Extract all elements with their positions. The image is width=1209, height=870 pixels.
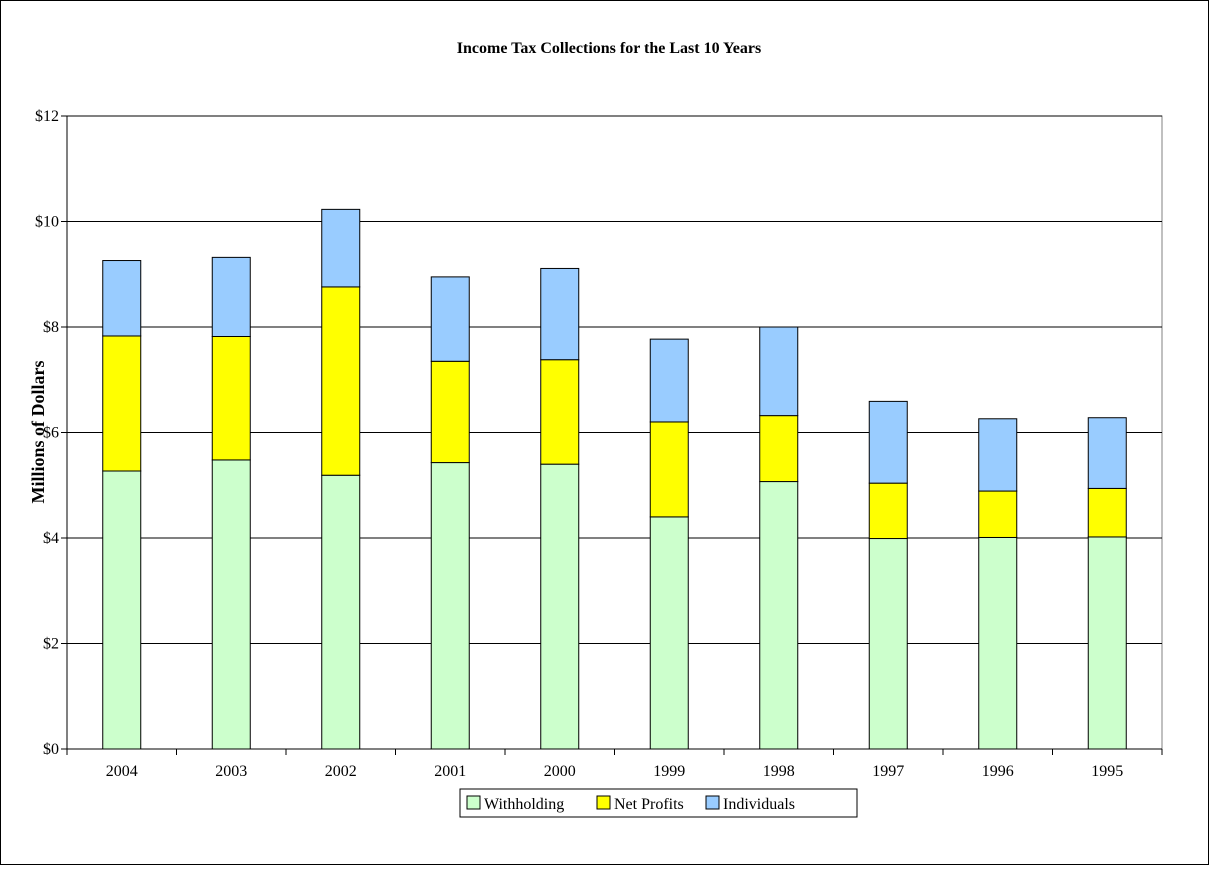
bar-segment-net-profits bbox=[211, 335, 251, 461]
y-tick-label: $4 bbox=[43, 530, 59, 547]
bar-segment-withholding bbox=[649, 516, 689, 750]
y-axis-label: Millions of Dollars bbox=[28, 361, 48, 504]
bar-segment-individuals bbox=[1087, 417, 1127, 489]
legend-box bbox=[459, 788, 858, 818]
legend-swatch-individuals bbox=[705, 795, 720, 810]
legend-label: Net Profits bbox=[614, 796, 684, 813]
x-tick-label: 2001 bbox=[434, 763, 466, 780]
x-tick-label: 2000 bbox=[544, 763, 576, 780]
bar-segment-withholding bbox=[978, 536, 1018, 750]
axes: $0 $2 $4 $6 $8 $10 $12 2004 2003 2002 2001 2000 1999… bbox=[35, 108, 1163, 780]
bar-segment-individuals bbox=[759, 326, 799, 417]
y-tick-label: $12 bbox=[35, 108, 59, 125]
bar-segment-withholding bbox=[540, 463, 580, 750]
bar-segment-net-profits bbox=[102, 335, 142, 472]
bar-segment-withholding bbox=[1087, 536, 1127, 750]
legend-swatch-net-profits bbox=[596, 795, 611, 810]
bar-segment-net-profits bbox=[868, 482, 908, 540]
chart-title: Income Tax Collections for the Last 10 Y… bbox=[457, 40, 761, 57]
y-tick-label: $6 bbox=[43, 425, 59, 442]
bar-segment-individuals bbox=[649, 338, 689, 423]
bar-segment-withholding bbox=[759, 481, 799, 750]
legend-label: Individuals bbox=[723, 796, 795, 813]
x-tick-label: 2002 bbox=[325, 763, 357, 780]
bar-segment-net-profits bbox=[430, 360, 470, 464]
bar-segment-net-profits bbox=[321, 286, 361, 476]
x-tick-label: 1995 bbox=[1091, 763, 1123, 780]
x-tick-label: 1997 bbox=[872, 763, 904, 780]
bar-segment-withholding bbox=[868, 538, 908, 750]
x-tick-label: 1996 bbox=[982, 763, 1014, 780]
bar-segment-withholding bbox=[321, 474, 361, 750]
x-tick-label: 1998 bbox=[763, 763, 795, 780]
bar-segment-withholding bbox=[430, 462, 470, 750]
bar-segment-net-profits bbox=[1087, 487, 1127, 538]
y-tick-label: $10 bbox=[35, 214, 59, 231]
bars bbox=[102, 208, 1127, 750]
legend-swatch-withholding bbox=[466, 795, 481, 810]
legend: Withholding Net Profits Individuals bbox=[459, 788, 858, 818]
bar-segment-withholding bbox=[102, 470, 142, 750]
bar-segment-individuals bbox=[430, 276, 470, 362]
y-tick-label: $8 bbox=[43, 319, 59, 336]
bar-segment-net-profits bbox=[540, 359, 580, 465]
y-tick-label: $0 bbox=[43, 741, 59, 758]
bar-segment-net-profits bbox=[978, 490, 1018, 538]
bar-segment-net-profits bbox=[759, 415, 799, 483]
x-tick-label: 1999 bbox=[653, 763, 685, 780]
y-tick-label: $2 bbox=[43, 636, 59, 653]
bar-segment-individuals bbox=[321, 208, 361, 288]
bar-segment-individuals bbox=[978, 418, 1018, 492]
bar-segment-withholding bbox=[211, 459, 251, 750]
x-tick-label: 2003 bbox=[215, 763, 247, 780]
bar-segment-individuals bbox=[540, 267, 580, 361]
bar-segment-individuals bbox=[211, 256, 251, 337]
bar-segment-net-profits bbox=[649, 421, 689, 518]
bar-segment-individuals bbox=[868, 400, 908, 484]
legend-label: Withholding bbox=[484, 796, 564, 813]
bar-segment-individuals bbox=[102, 260, 142, 337]
x-tick-label: 2004 bbox=[106, 763, 138, 780]
